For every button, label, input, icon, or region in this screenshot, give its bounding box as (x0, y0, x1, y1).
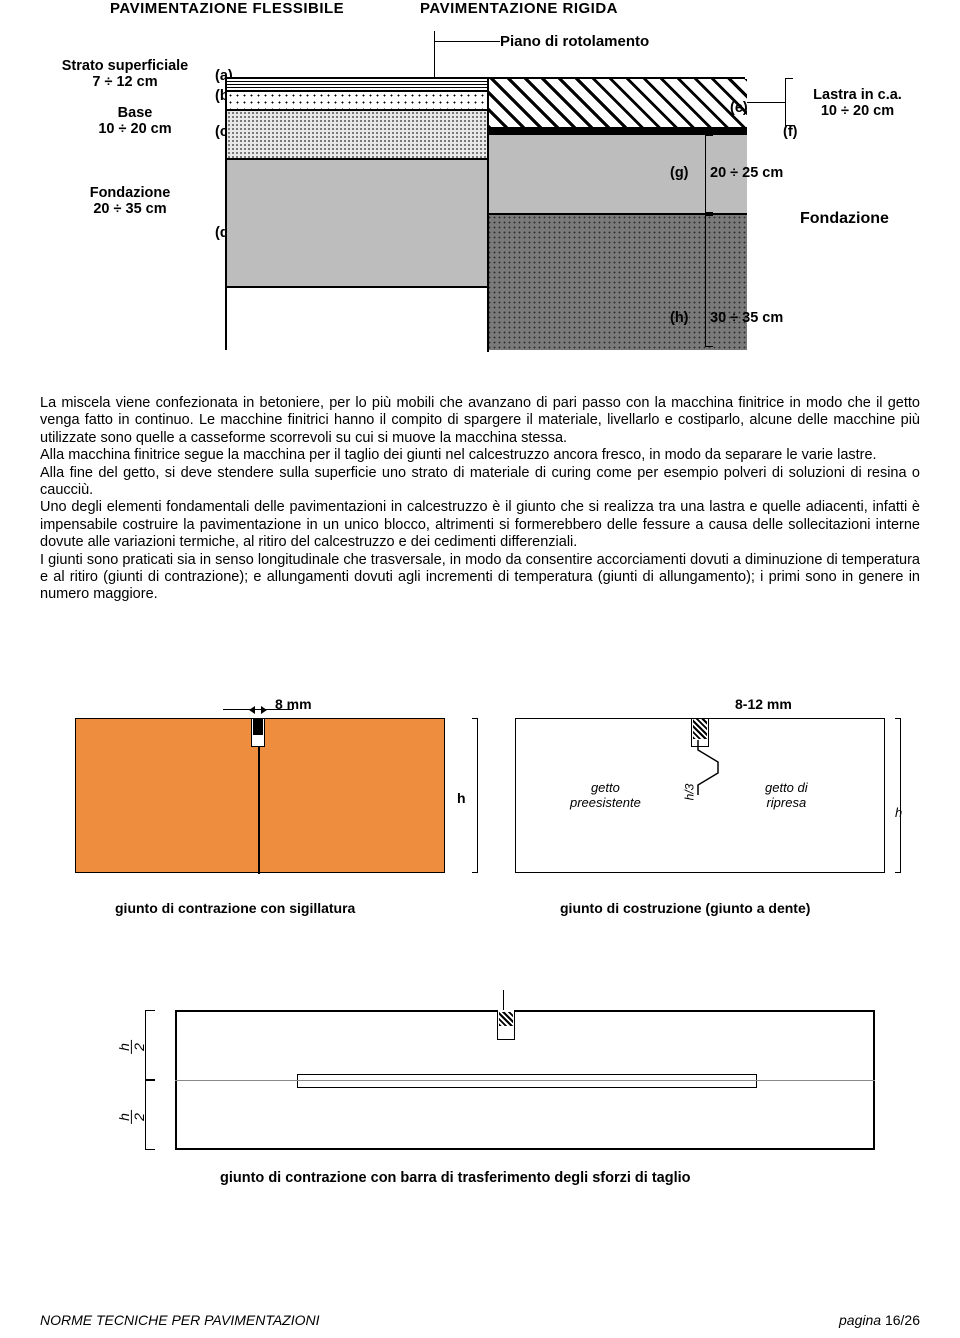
page-footer: NORME TECNICHE PER PAVIMENTAZIONI pagina… (40, 1312, 920, 1328)
tooth-key (693, 740, 723, 795)
layer-c (227, 111, 487, 160)
layer-a (227, 79, 487, 92)
height-bracket-left (472, 718, 478, 873)
layer-blank (227, 288, 487, 350)
label-h3: h/3 (682, 784, 696, 801)
label-strato: Strato superficiale 7 ÷ 12 cm (40, 58, 210, 90)
marker-h: (h) (670, 310, 689, 326)
layer-b (227, 92, 487, 111)
label-h-right: h (895, 805, 902, 820)
layer-e (487, 79, 747, 129)
label-fondazione-left: Fondazione 20 ÷ 35 cm (45, 185, 215, 217)
footer-title: NORME TECNICHE PER PAVIMENTAZIONI (40, 1312, 320, 1328)
mid-divider (487, 79, 489, 352)
sealant (253, 719, 263, 735)
dowel-joint-figure: h2 h2 giunto di contrazione con barra di… (85, 970, 875, 1220)
text: Lastra in c.a. 10 ÷ 20 cm (785, 87, 930, 119)
bracket-h (705, 215, 713, 347)
joints-figure: 8 mm h giunto di contrazione con sigilla… (75, 690, 885, 945)
label-h2-upper: h2 (117, 1040, 147, 1054)
footer-page: pagina 16/26 (839, 1312, 920, 1328)
label-base: Base 10 ÷ 20 cm (60, 105, 210, 137)
para-4: Uno degli elementi fondamentali delle pa… (40, 499, 920, 551)
label-h2-lower: h2 (117, 1110, 147, 1124)
marker-g: (g) (670, 165, 689, 181)
label-piano: Piano di rotolamento (500, 33, 649, 50)
layer-d (227, 160, 487, 288)
text: getto preesistente (570, 780, 641, 810)
text: Strato superficiale 7 ÷ 12 cm (40, 58, 210, 90)
footer-num: 16/26 (885, 1312, 920, 1328)
para-2: Alla macchina finitrice segue la macchin… (40, 447, 920, 464)
label-fondazione-right: Fondazione (800, 210, 889, 228)
piano-leader (435, 41, 500, 42)
caption-right: giunto di costruzione (giunto a dente) (560, 900, 810, 916)
text: Fondazione 20 ÷ 35 cm (45, 185, 215, 217)
dowel-bar (297, 1074, 757, 1088)
notch-tick (503, 990, 504, 1010)
text: Base 10 ÷ 20 cm (60, 105, 210, 137)
para-5: I giunti sono praticati sia in senso lon… (40, 552, 920, 604)
pavement-section-figure: PAVIMENTAZIONE FLESSIBILE PAVIMENTAZIONE… (50, 0, 920, 370)
marker-f: (f) (783, 124, 798, 140)
marker-e: (e) (730, 100, 748, 116)
para-3: Alla fine del getto, si deve stendere su… (40, 465, 920, 500)
dim-8mm: 8 mm (275, 696, 312, 712)
leader-e (747, 102, 785, 103)
dim-h-left: h (457, 790, 466, 806)
midline (175, 1080, 875, 1081)
title-flexible: PAVIMENTAZIONE FLESSIBILE (110, 0, 344, 17)
label-getto-preesistente: getto preesistente (570, 780, 641, 810)
dim-8-12mm: 8-12 mm (735, 696, 792, 712)
cross-section (225, 77, 745, 350)
para-1: La miscela viene confezionata in betonie… (40, 395, 920, 447)
text: getto di ripresa (765, 780, 808, 810)
sealant-r (693, 719, 707, 739)
label-lastra: Lastra in c.a. 10 ÷ 20 cm (785, 87, 930, 119)
body-text: La miscela viene confezionata in betonie… (40, 395, 920, 604)
dim-h: 30 ÷ 35 cm (710, 310, 783, 326)
label-getto-ripresa: getto di ripresa (765, 780, 808, 810)
footer-prefix: pagina (839, 1312, 885, 1328)
caption-left: giunto di contrazione con sigillatura (115, 900, 355, 916)
dim-g: 20 ÷ 25 cm (710, 165, 783, 181)
caption-dowel: giunto di contrazione con barra di trasf… (220, 1170, 691, 1186)
title-rigid: PAVIMENTAZIONE RIGIDA (420, 0, 618, 17)
piano-tick (434, 31, 435, 78)
height-bracket-right (895, 718, 901, 873)
contraction-joint (75, 718, 445, 873)
sealant-hatch (499, 1012, 513, 1026)
